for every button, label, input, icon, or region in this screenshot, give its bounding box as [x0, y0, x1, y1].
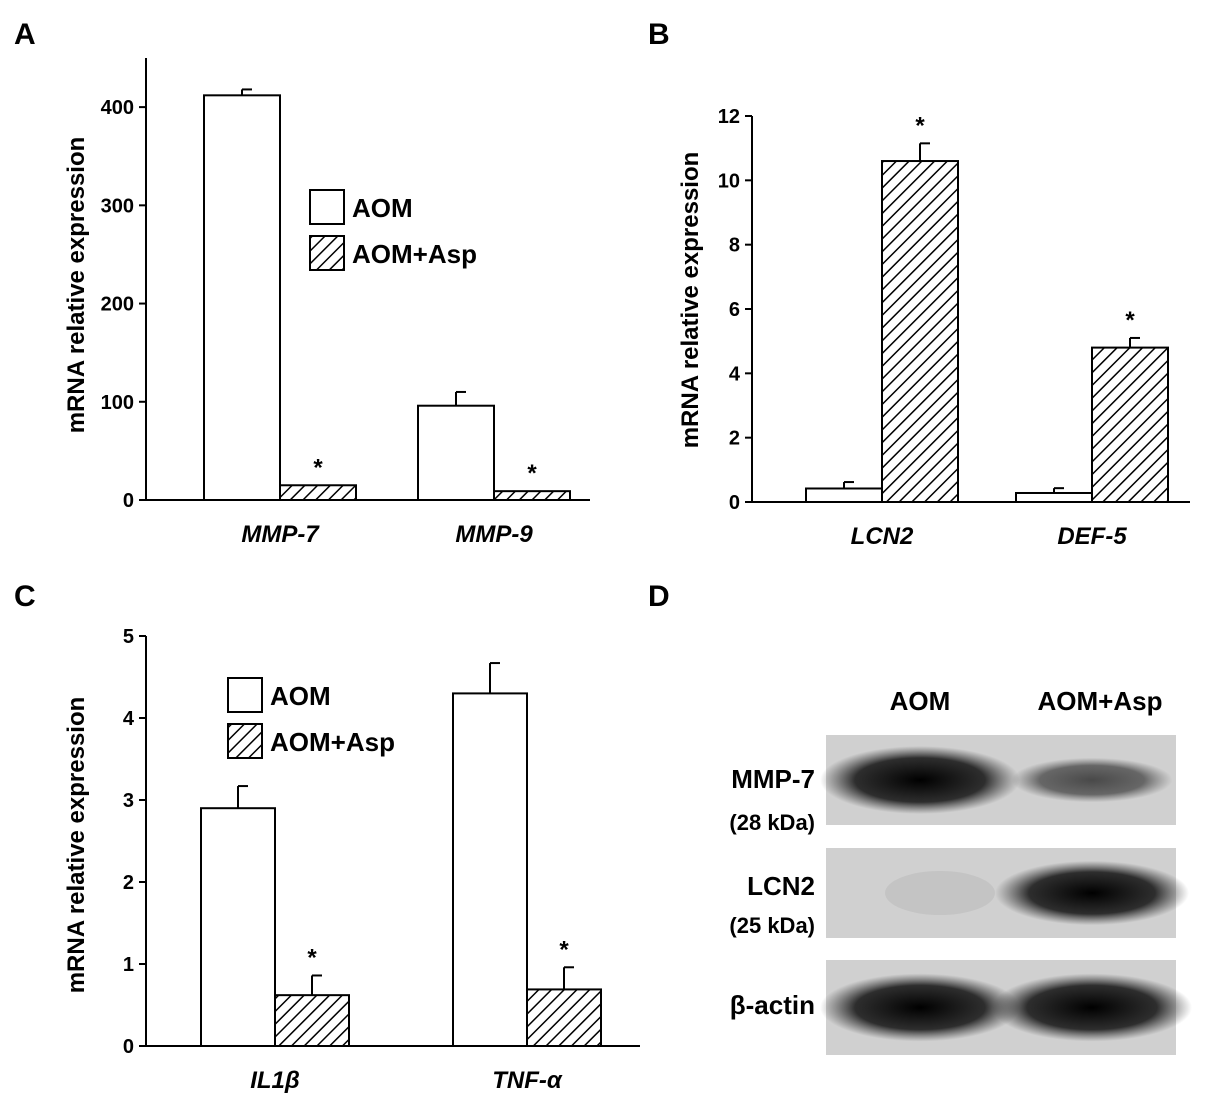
y-tick-label: 2 — [729, 428, 740, 450]
blot-row-label: β-actin — [730, 990, 815, 1020]
blot-band — [992, 973, 1192, 1042]
y-tick-label: 300 — [101, 195, 134, 217]
bar-aom — [452, 692, 528, 1048]
blot-band — [995, 860, 1189, 926]
panel-b: B mRNA relative expression 0 2 4 6 8 10 12 * LCN… — [648, 18, 1190, 550]
blot-row-sublabel: (25 kDa) — [729, 913, 815, 938]
legend-swatch — [309, 235, 345, 271]
y-tick-label: 3 — [123, 790, 134, 812]
bar-aom — [417, 404, 495, 501]
legend-label: AOM — [352, 193, 413, 223]
blot-band — [1011, 757, 1173, 803]
y-tick-label: 0 — [729, 492, 740, 514]
bar-aom-asp — [274, 994, 350, 1047]
bar-aom-asp — [1091, 346, 1169, 503]
y-tick-label: 400 — [101, 97, 134, 119]
y-tick-label: 10 — [718, 170, 740, 192]
x-tick-label: TNF-α — [492, 1067, 563, 1094]
y-tick-label: 12 — [718, 106, 740, 128]
y-tick-label: 6 — [729, 299, 740, 321]
y-tick-label: 0 — [123, 1036, 134, 1058]
y-axis-label-c: mRNA relative expression — [63, 697, 90, 994]
y-tick-label: 100 — [101, 392, 134, 414]
y-axis-label-a: mRNA relative expression — [63, 137, 90, 434]
legend-swatch — [309, 189, 345, 225]
y-axis-label-b: mRNA relative expression — [677, 152, 704, 449]
plot-area-c: 0 1 2 3 4 5 * IL1β * TNF-α AOM AOM+Asp — [123, 626, 640, 1094]
legend-swatch — [227, 723, 263, 759]
y-tick-label: 4 — [729, 363, 741, 385]
x-tick-label: LCN2 — [851, 523, 914, 550]
x-tick-label: MMP-7 — [241, 521, 320, 548]
panel-label-d: D — [648, 580, 670, 613]
y-tick-label: 4 — [123, 708, 135, 730]
significance-star: * — [313, 454, 323, 481]
bar-aom-asp — [279, 484, 357, 501]
blot-band — [885, 871, 995, 915]
bar-aom — [200, 807, 276, 1048]
blot-row-sublabel: (28 kDa) — [729, 810, 815, 835]
significance-star: * — [527, 460, 537, 487]
blot-row-label: LCN2 — [747, 871, 815, 901]
x-tick-label: MMP-9 — [455, 521, 533, 548]
y-tick-label: 0 — [123, 490, 134, 512]
legend-swatch — [227, 677, 263, 713]
bar-aom — [203, 94, 281, 502]
blot-lane-label-aom-asp: AOM+Asp — [1038, 686, 1163, 716]
blot-rows: MMP-7 (28 kDa) LCN2 (25 kDa) β-actin — [729, 735, 1192, 1055]
x-tick-label: DEF-5 — [1057, 523, 1127, 550]
legend-label: AOM+Asp — [270, 727, 395, 757]
bar-aom-asp — [493, 490, 571, 502]
legend-label: AOM+Asp — [352, 239, 477, 269]
y-tick-label: 200 — [101, 294, 134, 316]
bar-aom-asp — [526, 988, 602, 1047]
panel-d: D AOM AOM+Asp MMP-7 (28 kDa) LCN2 (25 kDa) β… — [648, 580, 1192, 1055]
significance-star: * — [1125, 307, 1135, 334]
plot-area-b: 0 2 4 6 8 10 12 * LCN2 * DEF-5 — [718, 106, 1190, 550]
panel-c: C mRNA relative expression 0 1 2 3 4 5 * IL1β * T… — [14, 580, 640, 1094]
bar-aom-asp — [881, 160, 959, 504]
significance-star: * — [915, 112, 925, 139]
y-tick-label: 8 — [729, 235, 740, 257]
bar-aom — [805, 487, 883, 503]
blot-lane-label-aom: AOM — [890, 686, 951, 716]
y-tick-label: 5 — [123, 626, 134, 648]
blot-row-label: MMP-7 — [731, 764, 815, 794]
legend-label: AOM — [270, 681, 331, 711]
bar-aom — [1015, 491, 1093, 504]
y-tick-label: 1 — [123, 954, 134, 976]
y-tick-label: 2 — [123, 872, 134, 894]
x-tick-label: IL1β — [250, 1067, 300, 1094]
significance-star: * — [559, 936, 569, 963]
panel-a: A mRNA relative expression 0 100 200 300 400… — [14, 18, 590, 548]
panel-label-b: B — [648, 18, 670, 51]
panel-label-c: C — [14, 580, 36, 613]
plot-area-a: 0 100 200 300 400 * MMP-7 * MMP-9 AOM AOM+Asp — [101, 58, 590, 548]
blot-band — [820, 973, 1020, 1042]
panel-label-a: A — [14, 18, 36, 51]
blot-band — [820, 746, 1020, 814]
significance-star: * — [307, 944, 317, 971]
